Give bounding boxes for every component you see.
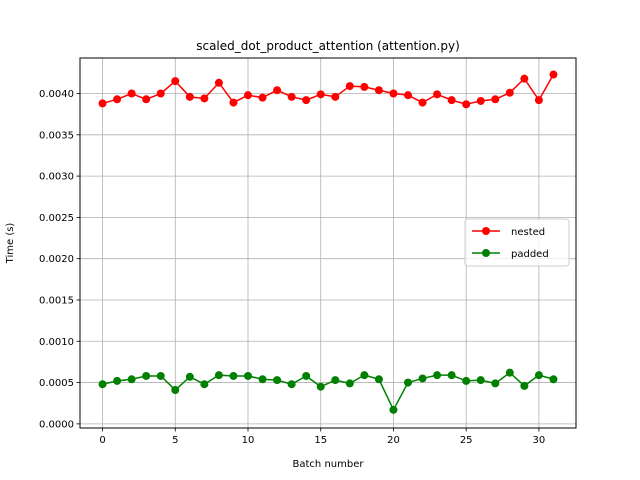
- y-tick-label: 0.0030: [39, 172, 74, 183]
- y-axis-ticks: 0.0000 0.0005 0.0010 0.0015 0.0020 0.0025 0.00…: [39, 89, 80, 430]
- data-point-nested: [505, 88, 514, 97]
- x-tick-label: 0: [99, 435, 105, 446]
- legend-label-nested: nested: [511, 227, 545, 238]
- y-tick-label: 0.0040: [39, 89, 74, 100]
- data-point-padded: [345, 379, 354, 388]
- data-point-nested: [273, 86, 282, 95]
- x-axis-ticks: 0 5 10 15 20 25 30: [99, 428, 545, 446]
- data-point-nested: [418, 98, 427, 107]
- series-padded: [98, 368, 558, 414]
- data-point-nested: [244, 91, 252, 100]
- data-point-nested: [302, 96, 311, 105]
- data-point-padded: [316, 382, 325, 391]
- data-point-nested: [316, 90, 325, 99]
- y-tick-label: 0.0015: [39, 295, 74, 306]
- y-tick-label: 0.0010: [39, 337, 74, 348]
- data-point-padded: [360, 371, 369, 380]
- data-point-nested: [171, 77, 180, 86]
- series-nested: [98, 70, 558, 109]
- data-point-nested: [229, 98, 238, 107]
- data-point-padded: [287, 380, 296, 389]
- x-tick-label: 15: [314, 435, 327, 446]
- y-axis-label: Time (s): [5, 223, 16, 265]
- data-point-nested: [185, 92, 194, 101]
- y-tick-label: 0.0000: [39, 419, 74, 430]
- data-point-nested: [113, 95, 122, 104]
- data-point-nested: [360, 82, 369, 91]
- data-point-padded: [404, 378, 412, 387]
- data-point-nested: [462, 100, 471, 109]
- series-layer: [98, 70, 558, 414]
- data-point-padded: [549, 375, 558, 384]
- data-point-padded: [520, 381, 529, 390]
- data-point-padded: [418, 374, 427, 383]
- x-tick-label: 10: [242, 435, 255, 446]
- data-point-nested: [447, 96, 456, 105]
- plot-frame: [79, 57, 577, 429]
- data-point-padded: [273, 376, 282, 385]
- data-point-nested: [258, 93, 267, 102]
- data-point-nested: [127, 89, 136, 98]
- y-tick-label: 0.0005: [39, 378, 74, 389]
- data-point-nested: [331, 92, 340, 101]
- data-point-padded: [505, 368, 514, 377]
- data-point-nested: [287, 92, 296, 101]
- data-point-padded: [534, 371, 543, 380]
- data-point-padded: [113, 376, 122, 385]
- data-point-padded: [200, 380, 209, 389]
- data-point-padded: [214, 371, 223, 380]
- data-point-padded: [374, 375, 383, 384]
- legend-marker-nested: [482, 227, 490, 235]
- data-point-padded: [389, 405, 398, 414]
- data-point-padded: [244, 371, 252, 380]
- data-point-padded: [302, 371, 311, 380]
- data-point-padded: [185, 372, 194, 381]
- legend-marker-padded: [482, 249, 490, 257]
- data-point-padded: [433, 371, 442, 380]
- x-tick-label: 30: [533, 435, 546, 446]
- data-point-nested: [476, 96, 485, 105]
- data-point-padded: [491, 379, 500, 388]
- x-tick-label: 20: [387, 435, 400, 446]
- x-tick-label: 25: [460, 435, 473, 446]
- y-tick-label: 0.0025: [39, 213, 74, 224]
- data-point-nested: [491, 95, 500, 104]
- data-point-padded: [171, 386, 180, 395]
- data-point-padded: [142, 371, 151, 380]
- data-point-nested: [156, 89, 165, 98]
- data-point-padded: [331, 376, 340, 385]
- data-point-nested: [433, 90, 442, 99]
- data-point-nested: [345, 82, 354, 91]
- data-point-padded: [127, 375, 136, 384]
- x-tick-label: 5: [172, 435, 178, 446]
- grid: [80, 58, 576, 428]
- data-point-padded: [229, 371, 238, 380]
- y-tick-label: 0.0035: [39, 130, 74, 141]
- legend-label-padded: padded: [511, 249, 549, 260]
- data-point-nested: [549, 70, 558, 79]
- legend: nested padded: [464, 218, 570, 267]
- chart-title: scaled_dot_product_attention (attention.…: [196, 39, 460, 53]
- data-point-nested: [520, 74, 529, 83]
- y-tick-label: 0.0020: [39, 254, 74, 265]
- data-point-nested: [534, 96, 543, 105]
- data-point-nested: [374, 86, 383, 95]
- data-point-padded: [98, 380, 107, 389]
- data-point-padded: [462, 376, 471, 385]
- data-point-padded: [476, 376, 485, 385]
- data-point-padded: [156, 371, 165, 380]
- data-point-nested: [200, 94, 209, 103]
- data-point-padded: [447, 371, 456, 380]
- data-point-nested: [142, 95, 151, 104]
- data-point-nested: [404, 91, 412, 100]
- x-axis-label: Batch number: [293, 459, 365, 470]
- data-point-nested: [389, 89, 398, 98]
- data-point-padded: [258, 375, 267, 384]
- data-point-nested: [98, 99, 107, 108]
- data-point-nested: [214, 78, 223, 87]
